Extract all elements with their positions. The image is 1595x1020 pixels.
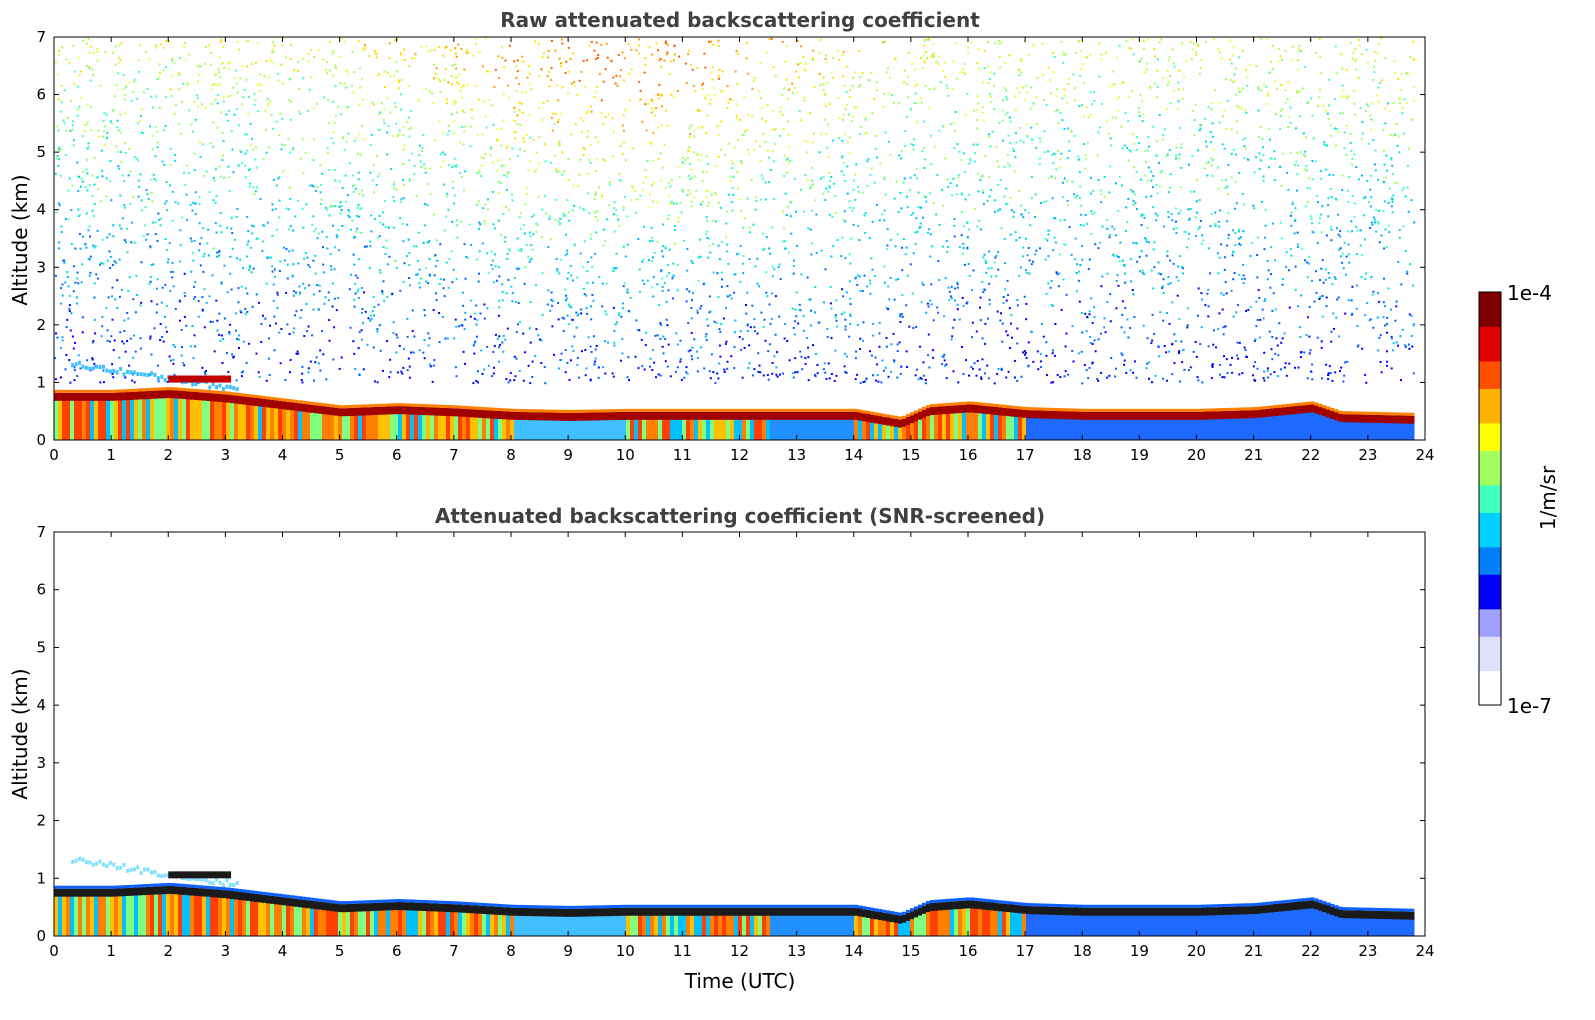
plot-frame bbox=[53, 36, 1426, 441]
x-tick-label: 23 bbox=[1358, 942, 1377, 960]
y-tick-label: 3 bbox=[36, 754, 46, 772]
x-axis-label: Time (UTC) bbox=[684, 969, 796, 993]
x-tick-label: 11 bbox=[673, 446, 692, 464]
x-tick-label: 4 bbox=[278, 446, 288, 464]
y-tick-label: 4 bbox=[36, 696, 46, 714]
y-tick-label: 3 bbox=[36, 258, 46, 276]
y-tick-label: 1 bbox=[36, 869, 46, 887]
x-tick-label: 1 bbox=[106, 942, 116, 960]
panel-screened: Attenuated backscattering coefficient (S… bbox=[8, 504, 1435, 993]
boundary-layer bbox=[54, 360, 1415, 440]
chart-title-screened: Attenuated backscattering coefficient (S… bbox=[435, 504, 1045, 528]
y-tick-label: 5 bbox=[36, 638, 46, 656]
boundary-layer bbox=[54, 856, 1415, 936]
x-tick-label: 13 bbox=[787, 446, 806, 464]
x-tick-label: 7 bbox=[449, 446, 459, 464]
x-tick-label: 3 bbox=[221, 446, 231, 464]
colorbar-min-label: 1e-7 bbox=[1507, 694, 1552, 718]
x-tick-label: 8 bbox=[506, 446, 516, 464]
colorbar-ramp bbox=[1479, 292, 1501, 706]
x-tick-label: 20 bbox=[1187, 446, 1206, 464]
y-tick-label: 7 bbox=[36, 523, 46, 541]
panel-raw: Raw attenuated backscattering coefficien… bbox=[8, 8, 1435, 464]
plot-area-screened: 0 1 2 3 4 5 6 7 8 9 10 11 12 13 14 15 16 17 18 19 20 21 22 23 24… bbox=[36, 523, 1434, 960]
y-axis-label-raw: Altitude (km) bbox=[8, 174, 32, 305]
x-tick-label: 5 bbox=[335, 942, 345, 960]
x-tick-label: 5 bbox=[335, 446, 345, 464]
x-tick-label: 12 bbox=[730, 942, 749, 960]
x-tick-label: 9 bbox=[563, 446, 573, 464]
x-tick-label: 0 bbox=[49, 446, 59, 464]
x-tick-label: 20 bbox=[1187, 942, 1206, 960]
colorbar-frame bbox=[1478, 291, 1502, 706]
x-tick-label: 15 bbox=[901, 446, 920, 464]
x-tick-label: 13 bbox=[787, 942, 806, 960]
plot-area-raw: 0 1 2 3 4 5 6 7 8 9 10 11 12 13 14 15 16 17 18 19 20 21 22 23 24… bbox=[36, 28, 1434, 464]
y-tick-label: 6 bbox=[36, 581, 46, 599]
x-tick-label: 14 bbox=[844, 446, 863, 464]
y-tick-label: 5 bbox=[36, 143, 46, 161]
x-tick-label: 23 bbox=[1358, 446, 1377, 464]
y-tick-label: 0 bbox=[36, 927, 46, 945]
x-tick-label: 24 bbox=[1415, 446, 1434, 464]
x-tick-label: 10 bbox=[616, 942, 635, 960]
y-ticks: 0 1 2 3 4 5 6 7 bbox=[36, 28, 1425, 449]
x-tick-label: 17 bbox=[1016, 446, 1035, 464]
y-tick-label: 6 bbox=[36, 86, 46, 104]
y-axis-label-screened: Altitude (km) bbox=[8, 668, 32, 799]
x-tick-label: 8 bbox=[506, 942, 516, 960]
x-tick-label: 21 bbox=[1244, 942, 1263, 960]
plot-frame bbox=[53, 531, 1426, 937]
x-tick-label: 21 bbox=[1244, 446, 1263, 464]
x-tick-label: 12 bbox=[730, 446, 749, 464]
x-tick-label: 14 bbox=[844, 942, 863, 960]
x-tick-label: 19 bbox=[1130, 942, 1149, 960]
y-tick-label: 7 bbox=[36, 28, 46, 46]
x-tick-label: 0 bbox=[49, 942, 59, 960]
x-tick-label: 2 bbox=[163, 446, 173, 464]
colorbar: 1e-4 1e-7 1/m/sr bbox=[1478, 281, 1560, 718]
x-tick-label: 18 bbox=[1073, 446, 1092, 464]
x-tick-label: 16 bbox=[958, 446, 977, 464]
x-tick-label: 1 bbox=[106, 446, 116, 464]
chart-title-raw: Raw attenuated backscattering coefficien… bbox=[500, 8, 980, 32]
x-tick-label: 6 bbox=[392, 942, 402, 960]
x-tick-label: 18 bbox=[1073, 942, 1092, 960]
y-tick-label: 1 bbox=[36, 373, 46, 391]
x-tick-label: 15 bbox=[901, 942, 920, 960]
x-tick-label: 9 bbox=[563, 942, 573, 960]
x-ticks: 0 1 2 3 4 5 6 7 8 9 10 11 12 13 14 15 16 17 18 19 20 21 22 23 24 bbox=[49, 37, 1435, 464]
x-tick-label: 22 bbox=[1301, 446, 1320, 464]
x-tick-label: 4 bbox=[278, 942, 288, 960]
colorbar-max-label: 1e-4 bbox=[1507, 281, 1552, 305]
x-tick-label: 6 bbox=[392, 446, 402, 464]
y-tick-label: 2 bbox=[36, 316, 46, 334]
x-tick-label: 17 bbox=[1016, 942, 1035, 960]
y-tick-label: 0 bbox=[36, 431, 46, 449]
x-tick-label: 16 bbox=[958, 942, 977, 960]
x-tick-label: 11 bbox=[673, 942, 692, 960]
x-tick-label: 19 bbox=[1130, 446, 1149, 464]
x-tick-label: 24 bbox=[1415, 942, 1434, 960]
y-ticks: 0 1 2 3 4 5 6 7 bbox=[36, 523, 1425, 945]
colorbar-unit-label: 1/m/sr bbox=[1536, 465, 1560, 530]
x-tick-label: 3 bbox=[221, 942, 231, 960]
x-tick-label: 2 bbox=[163, 942, 173, 960]
x-tick-label: 22 bbox=[1301, 942, 1320, 960]
y-tick-label: 2 bbox=[36, 812, 46, 830]
x-tick-label: 7 bbox=[449, 942, 459, 960]
noise-field bbox=[54, 37, 1416, 385]
x-tick-label: 10 bbox=[616, 446, 635, 464]
y-tick-label: 4 bbox=[36, 201, 46, 219]
x-ticks: 0 1 2 3 4 5 6 7 8 9 10 11 12 13 14 15 16 17 18 19 20 21 22 23 24 bbox=[49, 532, 1435, 960]
